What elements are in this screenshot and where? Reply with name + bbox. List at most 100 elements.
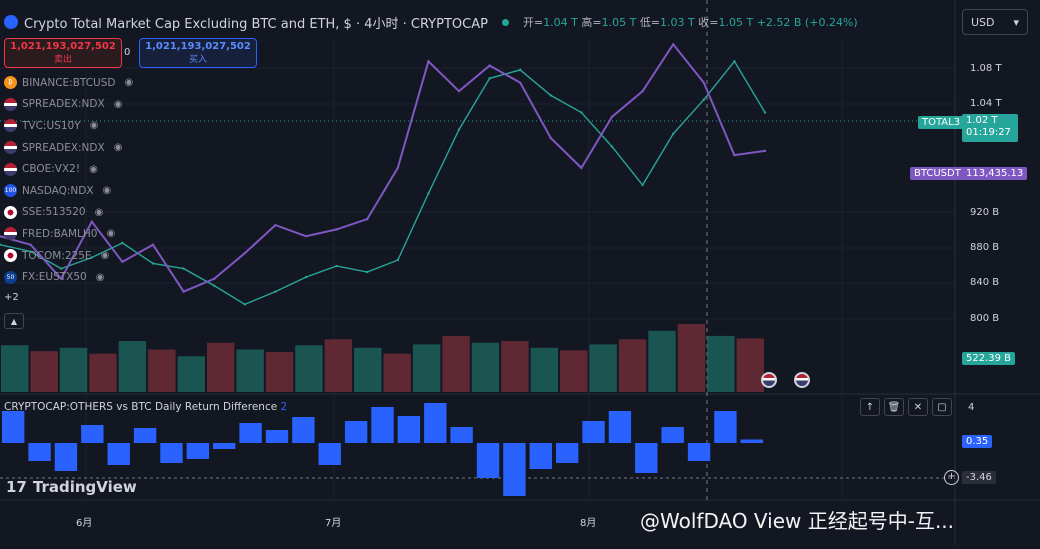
indicator-bar <box>81 425 104 443</box>
total3-value-text: 1.02 T <box>966 115 998 126</box>
currency-label: USD <box>971 15 995 29</box>
us-flag-icon <box>4 97 17 111</box>
indicator-last-value: 0.35 <box>962 435 993 448</box>
eye-hidden-icon[interactable]: ◉ <box>124 77 134 89</box>
maximize-pane-icon[interactable]: ▢ <box>932 398 952 416</box>
eye-hidden-icon[interactable]: ◉ <box>89 120 99 132</box>
indicator-bar <box>397 416 421 443</box>
series-point-total3 <box>366 270 369 274</box>
volume-bar <box>589 344 617 392</box>
indicator-bar <box>318 443 341 465</box>
symbol-name: SPREADEX:NDX <box>22 98 105 111</box>
add-level-icon[interactable]: + <box>944 470 959 485</box>
symbol-item[interactable]: ₿ BINANCE:BTCUSD ◉ <box>4 72 133 94</box>
series-point-total3 <box>641 183 644 187</box>
series-point-total3 <box>672 132 675 136</box>
delete-icon[interactable]: 🗑 <box>884 398 904 416</box>
us-flag-icon <box>4 119 17 133</box>
symbol-item[interactable]: SPREADEX:NDX ◉ <box>4 137 133 159</box>
us-event-flag-icon[interactable] <box>761 372 777 388</box>
collapse-pane-icon[interactable]: ✕ <box>908 398 928 416</box>
symbol-item[interactable]: FRED:BAMLH0 ◉ <box>4 223 133 245</box>
volume-last-value: 522.39 B <box>962 352 1016 365</box>
currency-select[interactable]: USD ▾ <box>962 9 1028 35</box>
indicator-bar <box>450 427 473 443</box>
eye-hidden-icon[interactable]: ◉ <box>89 163 98 175</box>
volume-bar <box>648 330 676 392</box>
volume-bar <box>265 352 294 392</box>
eye-hidden-icon[interactable]: ◉ <box>94 206 104 218</box>
volume-bar <box>118 341 147 392</box>
total3-series-tag[interactable]: TOTAL3 <box>918 116 965 129</box>
symbol-name: FRED:BAMLH0 <box>22 227 98 240</box>
series-point-btcusdt <box>121 260 124 263</box>
symbol-item[interactable]: SPREADEX:NDX ◉ <box>4 94 133 116</box>
close-label: 收= <box>698 16 719 29</box>
indicator-title[interactable]: CRYPTOCAP:OTHERS vs BTC Daily Return Dif… <box>4 401 287 413</box>
buy-label: 买入 <box>188 55 207 65</box>
series-point-btcusdt <box>519 81 522 84</box>
symbol-name: NASDAQ:NDX <box>22 184 94 197</box>
series-point-btcusdt <box>580 166 583 170</box>
symbol-item[interactable]: CBOE:VX2! ◉ <box>4 158 133 180</box>
indicator-min-value: -3.46 <box>962 471 996 484</box>
tradingview-logo[interactable]: 17 TradingView <box>6 478 137 496</box>
series-point-btcusdt <box>763 149 767 153</box>
btcusdt-series-tag[interactable]: BTCUSDT <box>910 167 965 180</box>
eye-hidden-icon[interactable]: ◉ <box>95 271 105 283</box>
tradingview-text: TradingView <box>32 478 137 496</box>
symbol-item[interactable]: SSE:513520 ◉ <box>4 202 133 224</box>
eye-hidden-icon[interactable]: ◉ <box>113 98 123 110</box>
series-point-btcusdt <box>488 64 491 67</box>
collapse-legend-button[interactable]: ▲ <box>4 313 24 329</box>
series-point-total3 <box>427 192 430 195</box>
eye-hidden-icon[interactable]: ◉ <box>100 250 110 262</box>
sell-button[interactable]: 1,021,193,027,502 卖出 <box>4 38 122 68</box>
series-point-btcusdt <box>733 153 736 157</box>
symbol-item[interactable]: 50 FX:EUSTX50 ◉ <box>4 266 133 288</box>
indicator-name: CRYPTOCAP:OTHERS vs BTC Daily Return Dif… <box>4 401 278 413</box>
series-point-total3 <box>396 258 399 262</box>
move-up-icon[interactable]: ↑ <box>860 398 880 416</box>
indicator-bar <box>28 443 51 461</box>
open-label: 开= <box>522 16 544 29</box>
symbol-item[interactable]: TOCOM:225E ◉ <box>4 245 133 267</box>
series-point-btcusdt <box>151 243 155 246</box>
series-point-total3 <box>549 94 552 97</box>
high-value: 1.05 T <box>601 16 637 29</box>
us-event-flag-icon[interactable] <box>794 372 810 388</box>
volume-bar <box>736 338 764 392</box>
symbol-name: TVC:US10Y <box>22 119 81 132</box>
volume-bar <box>412 344 441 392</box>
symbol-name: FX:EUSTX50 <box>22 271 87 284</box>
watermark-text: @WolfDAO View 正经起号中-互... <box>640 509 955 533</box>
eye-hidden-icon[interactable]: ◉ <box>106 228 116 240</box>
volume-bar <box>707 335 735 392</box>
chart-title[interactable]: Crypto Total Market Cap Excluding BTC an… <box>24 16 488 32</box>
volume-bar <box>89 353 117 392</box>
indicator-bar <box>424 403 447 443</box>
buy-button[interactable]: 1,021,193,027,502 买入 <box>139 38 257 68</box>
series-point-btcusdt <box>427 60 430 63</box>
more-symbols-count[interactable]: +2 <box>4 292 19 303</box>
eye-hidden-icon[interactable]: ◉ <box>102 185 112 197</box>
series-point-btcusdt <box>457 89 461 93</box>
symbol-item[interactable]: TVC:US10Y ◉ <box>4 115 133 137</box>
indicator-param: 2 <box>280 401 288 413</box>
volume-bar <box>442 335 470 392</box>
series-point-total3 <box>457 128 461 131</box>
series-point-total3 <box>580 111 583 114</box>
symbol-name: TOCOM:225E <box>22 249 92 262</box>
series-point-total3 <box>151 262 155 265</box>
volume-bar <box>560 350 588 392</box>
eye-hidden-icon[interactable]: ◉ <box>113 142 123 154</box>
close-value: 1.05 T <box>718 16 754 29</box>
japan-flag-icon <box>4 205 17 219</box>
series-point-total3 <box>213 284 216 287</box>
indicator-bar <box>265 430 289 443</box>
symbol-item[interactable]: 100 NASDAQ:NDX ◉ <box>4 180 133 202</box>
series-point-btcusdt <box>243 252 246 255</box>
series-point-btcusdt <box>60 277 63 281</box>
indicator-bar <box>582 421 605 443</box>
